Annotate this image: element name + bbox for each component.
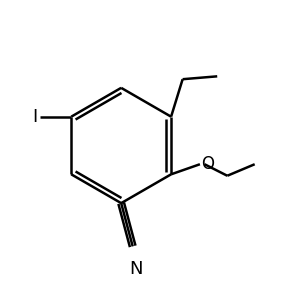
Text: I: I: [33, 108, 38, 126]
Text: O: O: [201, 155, 214, 173]
Text: N: N: [129, 260, 142, 278]
